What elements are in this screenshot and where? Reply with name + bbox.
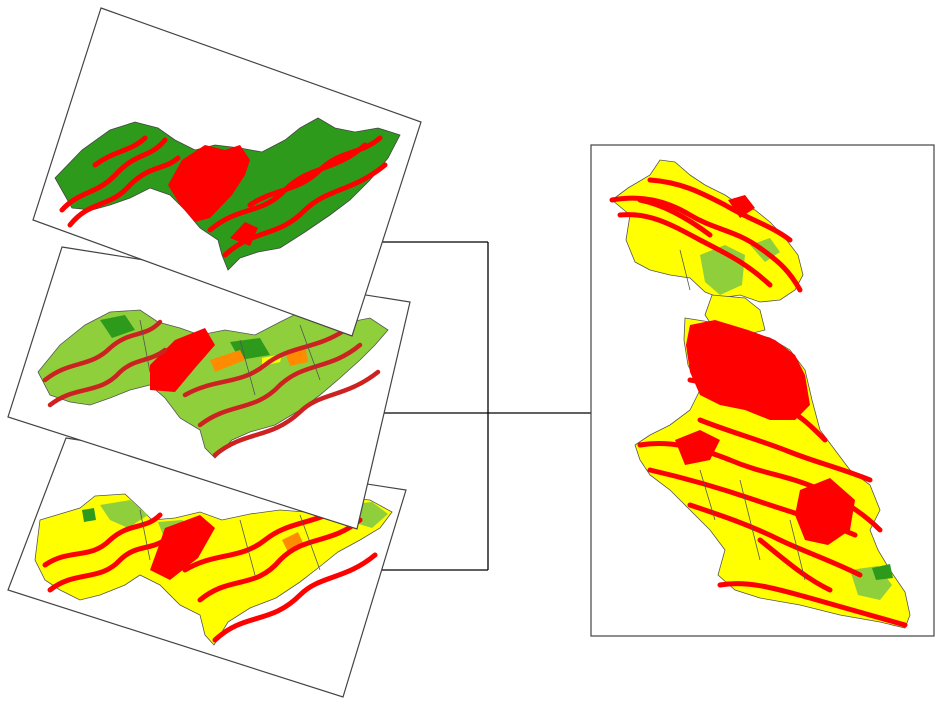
layer-1-map — [54, 117, 401, 271]
result-map — [609, 159, 911, 629]
connector-lines — [370, 241, 591, 571]
result-map-panel — [590, 144, 935, 637]
layer-3-map — [34, 493, 393, 646]
layer-2-map — [37, 309, 389, 459]
map-layer-1 — [32, 7, 422, 337]
